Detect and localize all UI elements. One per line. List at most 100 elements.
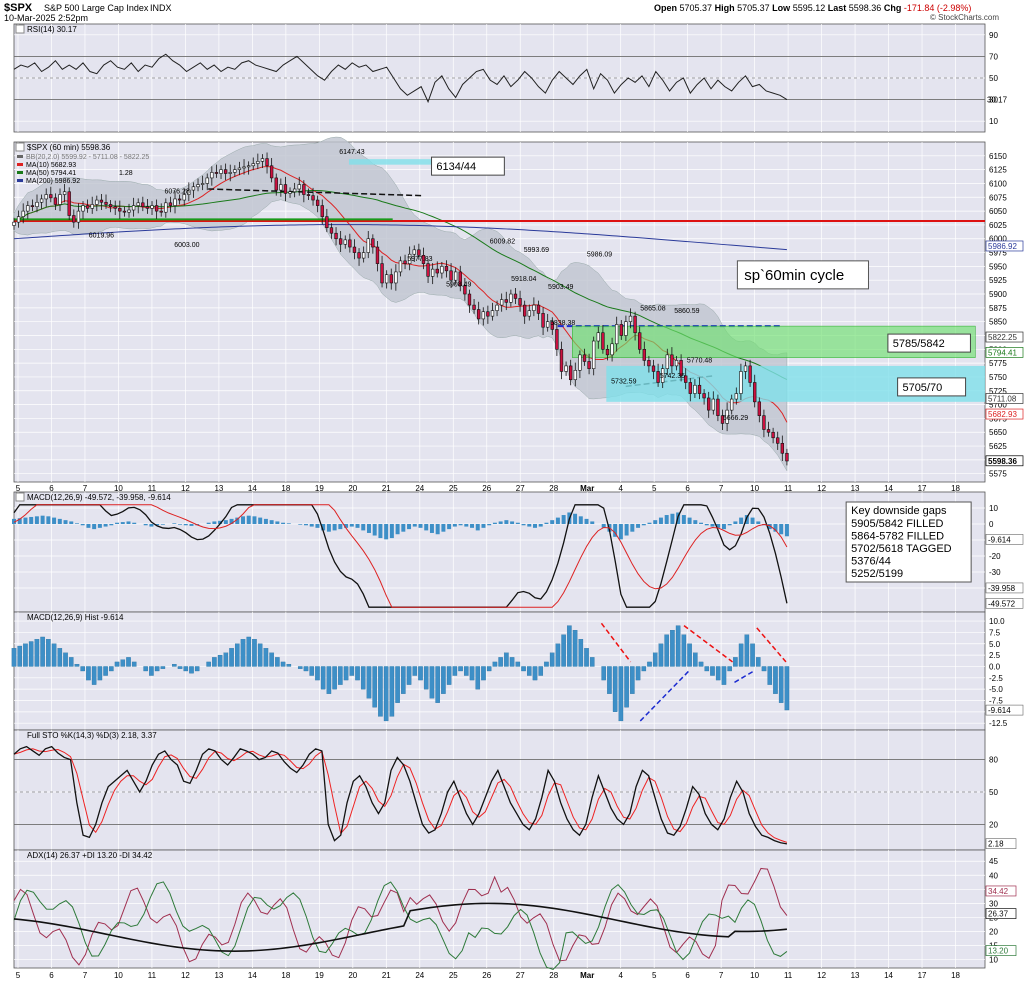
candle-body bbox=[191, 186, 196, 191]
gap-label-box bbox=[897, 377, 967, 397]
hist-bar bbox=[177, 666, 183, 669]
hist-bar bbox=[189, 666, 194, 674]
high-label: High bbox=[714, 3, 735, 13]
hist-bar bbox=[549, 652, 555, 667]
candle-body bbox=[674, 360, 679, 367]
macd-axis-tag bbox=[985, 534, 1024, 545]
macd-hist-bar bbox=[97, 524, 102, 528]
price-legend-entry: MA(10) 5682.93 bbox=[26, 162, 76, 169]
macd-hist-bar bbox=[52, 517, 57, 524]
price-tick: 6075 bbox=[989, 193, 1007, 202]
macd-axis-tag bbox=[985, 598, 1024, 609]
hist-bar bbox=[68, 657, 74, 667]
hist-bar bbox=[675, 625, 681, 667]
hist-bar bbox=[521, 666, 526, 672]
candle-body bbox=[398, 260, 403, 273]
candle-body bbox=[118, 208, 122, 212]
macd-hist-bar bbox=[258, 517, 263, 524]
candle-body bbox=[233, 169, 237, 173]
adx-tick: 45 bbox=[989, 857, 998, 866]
hist-bar bbox=[103, 666, 108, 676]
candle-body bbox=[292, 188, 297, 193]
candle-body bbox=[509, 293, 513, 303]
hist-bar bbox=[263, 648, 269, 667]
x-axis-label-bottom: 18 bbox=[281, 971, 290, 980]
candle-body bbox=[62, 191, 67, 195]
x-axis-label-bottom: 27 bbox=[516, 971, 525, 980]
price-axis-tag-label: 5794.41 bbox=[988, 348, 1017, 357]
candle-body bbox=[440, 266, 444, 274]
macd-axis-tag-label: -9.614 bbox=[988, 535, 1011, 544]
price-tick: 6000 bbox=[989, 235, 1007, 244]
candle-body bbox=[136, 202, 140, 206]
hist-bar bbox=[526, 666, 532, 676]
price-annotation: 5732.59 bbox=[611, 379, 636, 386]
candle-body bbox=[472, 304, 476, 310]
open-label: Open bbox=[654, 3, 678, 13]
macd-hist-bar bbox=[470, 524, 475, 528]
macd-hist-bar bbox=[533, 524, 537, 528]
candle-body bbox=[638, 332, 642, 350]
price-tick: 5850 bbox=[989, 318, 1007, 327]
candle-body bbox=[449, 270, 453, 281]
macd-hist-bar bbox=[143, 524, 148, 526]
adx-title: ADX(14) 26.37 +DI 13.20 -DI 34.42 bbox=[27, 851, 153, 860]
candle-body bbox=[108, 204, 113, 207]
macd-hist-bar bbox=[218, 520, 223, 524]
price-tick: 5725 bbox=[989, 387, 1007, 396]
macd-hist-bar bbox=[389, 524, 394, 539]
candle-body bbox=[297, 184, 301, 190]
macd-axis-tag bbox=[985, 582, 1024, 594]
hist-bar bbox=[80, 666, 85, 672]
price-axis-tag bbox=[985, 455, 1024, 467]
x-axis-label: 5 bbox=[16, 484, 21, 493]
price-annotation: 6076.28 bbox=[165, 189, 190, 196]
hist-bar bbox=[315, 666, 320, 681]
macd-hist-bar bbox=[155, 524, 160, 526]
candle-body bbox=[242, 166, 246, 169]
macd-hist-bar bbox=[527, 524, 532, 527]
x-axis-label: 24 bbox=[415, 484, 424, 493]
hist-bar bbox=[630, 666, 635, 694]
candle-body bbox=[628, 315, 633, 322]
macd-hist-bar bbox=[435, 524, 440, 535]
macd-hist-bar bbox=[744, 515, 749, 524]
candle-body bbox=[35, 201, 39, 207]
price-annotation: 6147.43 bbox=[339, 149, 364, 156]
macd-hist-bar bbox=[664, 515, 669, 524]
hist-tick: 2.5 bbox=[989, 651, 1001, 660]
candle-body bbox=[334, 232, 338, 240]
candle-body bbox=[320, 205, 324, 217]
candle-body bbox=[164, 202, 168, 213]
macd-hist-bar bbox=[544, 522, 549, 524]
hist-bar bbox=[704, 666, 710, 672]
candle-body bbox=[476, 309, 481, 320]
hist-bar bbox=[589, 657, 595, 667]
hist-bar bbox=[435, 666, 440, 703]
price-tick: 5750 bbox=[989, 373, 1007, 382]
price-tick: 6125 bbox=[989, 166, 1007, 175]
candle-body bbox=[500, 299, 504, 306]
hist-bar bbox=[406, 666, 412, 685]
price-tick: 6150 bbox=[989, 152, 1007, 161]
macd-hist-bar bbox=[418, 524, 423, 528]
macd-hist-bar bbox=[630, 524, 635, 532]
watermark: © StockCharts.com bbox=[930, 13, 1000, 22]
x-axis-label: 13 bbox=[214, 484, 223, 493]
macd-hist-bar bbox=[115, 522, 120, 524]
macd-hist-bar bbox=[103, 524, 108, 527]
hist-bar bbox=[555, 643, 561, 667]
macd-hist-bar bbox=[69, 521, 74, 524]
price-annotation: 5742.35 bbox=[660, 373, 685, 380]
ma50-extra-value: 1.28 bbox=[119, 170, 133, 177]
hist-bar bbox=[246, 636, 252, 667]
hist-bar bbox=[252, 639, 257, 667]
price-annotation: 5865.08 bbox=[640, 305, 665, 312]
candle-body bbox=[223, 169, 228, 174]
candle-body bbox=[730, 398, 734, 411]
hist-bar bbox=[412, 666, 418, 676]
hist-bar bbox=[275, 657, 280, 667]
candle-body bbox=[39, 198, 44, 203]
candle-body bbox=[541, 313, 545, 328]
candle-body bbox=[279, 184, 283, 191]
